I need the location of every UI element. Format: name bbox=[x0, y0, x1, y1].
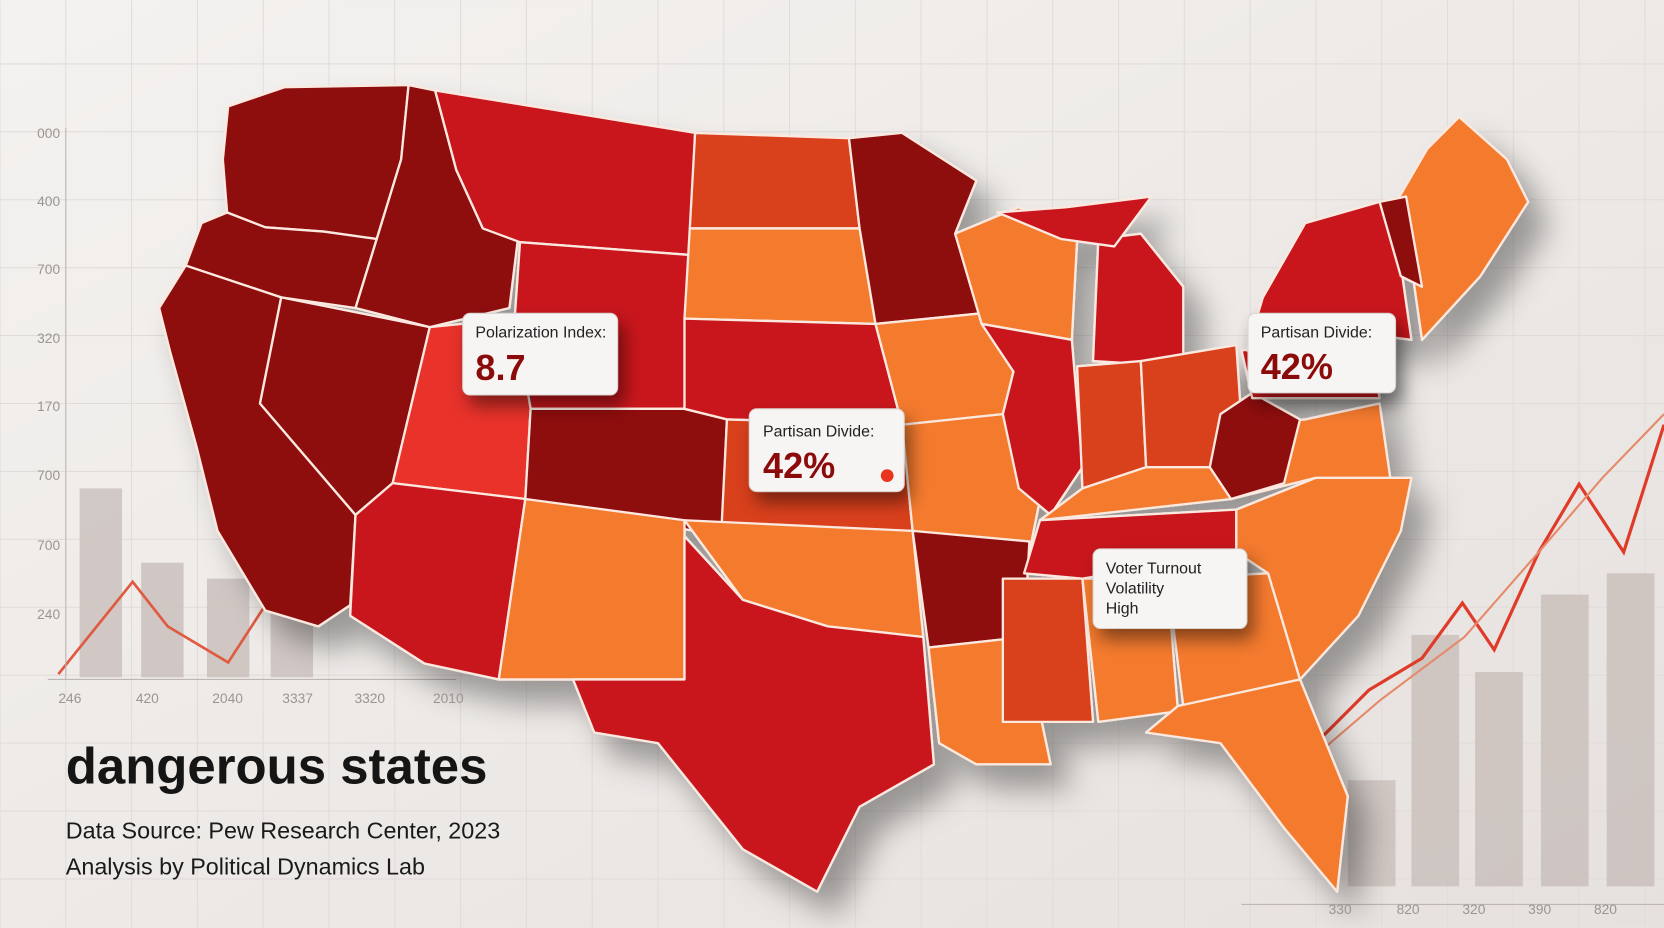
axis-label: 170 bbox=[37, 399, 60, 414]
axis-label: 000 bbox=[37, 126, 60, 141]
background-line bbox=[1304, 413, 1664, 766]
background-line bbox=[1314, 424, 1664, 745]
state bbox=[1144, 678, 1349, 893]
state bbox=[1208, 391, 1302, 501]
state bbox=[497, 497, 686, 681]
callout-value: 8.7 bbox=[475, 347, 525, 388]
axis-label: 3320 bbox=[354, 691, 385, 706]
state bbox=[221, 83, 410, 241]
state bbox=[996, 195, 1153, 248]
axis-label: 246 bbox=[58, 691, 81, 706]
callout-label: Partisan Divide: bbox=[763, 423, 874, 440]
axis-label: 2010 bbox=[433, 691, 464, 706]
callout-line: High bbox=[1106, 601, 1139, 618]
axis-labels: 000 400 700 320 170 700 700 240 246 420 2040 3337 33… bbox=[37, 126, 1617, 917]
marker-dot bbox=[880, 469, 894, 483]
axis-label: 320 bbox=[1462, 902, 1485, 917]
axis-label: 2040 bbox=[212, 691, 243, 706]
state bbox=[688, 131, 861, 230]
callout bbox=[1092, 548, 1248, 630]
axis-label: 390 bbox=[1528, 902, 1551, 917]
axis-label: 240 bbox=[37, 607, 60, 622]
callout bbox=[462, 312, 619, 396]
axis-label: 700 bbox=[37, 538, 60, 553]
state bbox=[980, 322, 1084, 517]
axis-label: 330 bbox=[1329, 902, 1352, 917]
state bbox=[1091, 232, 1185, 368]
state bbox=[1001, 577, 1095, 724]
axis-label: 700 bbox=[37, 468, 60, 483]
axis-label: 400 bbox=[37, 194, 60, 209]
source-line: Analysis by Political Dynamics Lab bbox=[66, 854, 425, 880]
state bbox=[571, 534, 936, 893]
axis-label: 820 bbox=[1594, 902, 1617, 917]
state bbox=[1389, 115, 1530, 342]
state bbox=[683, 227, 877, 326]
axis-label: 820 bbox=[1397, 902, 1420, 917]
us-map bbox=[158, 83, 1530, 893]
source-line: Data Source: Pew Research Center, 2023 bbox=[66, 818, 500, 844]
axis-label: 420 bbox=[136, 691, 159, 706]
callout-value: 42% bbox=[1261, 346, 1333, 387]
state bbox=[1075, 359, 1148, 490]
callout-label: Polarization Index: bbox=[475, 325, 606, 342]
axis-label: 320 bbox=[37, 331, 60, 346]
title: dangerous states bbox=[66, 737, 488, 794]
callout bbox=[748, 408, 905, 493]
callout-label: Partisan Divide: bbox=[1261, 325, 1372, 342]
axis-label: 700 bbox=[37, 262, 60, 277]
callout bbox=[1247, 312, 1397, 394]
background-bars bbox=[79, 488, 1655, 887]
callout-line: Voter Turnout bbox=[1106, 560, 1202, 577]
callout-line: Volatility bbox=[1106, 580, 1164, 597]
axis-label: 3337 bbox=[282, 691, 313, 706]
callout-value: 42% bbox=[763, 445, 835, 486]
state bbox=[1378, 195, 1424, 288]
state bbox=[900, 412, 1042, 554]
